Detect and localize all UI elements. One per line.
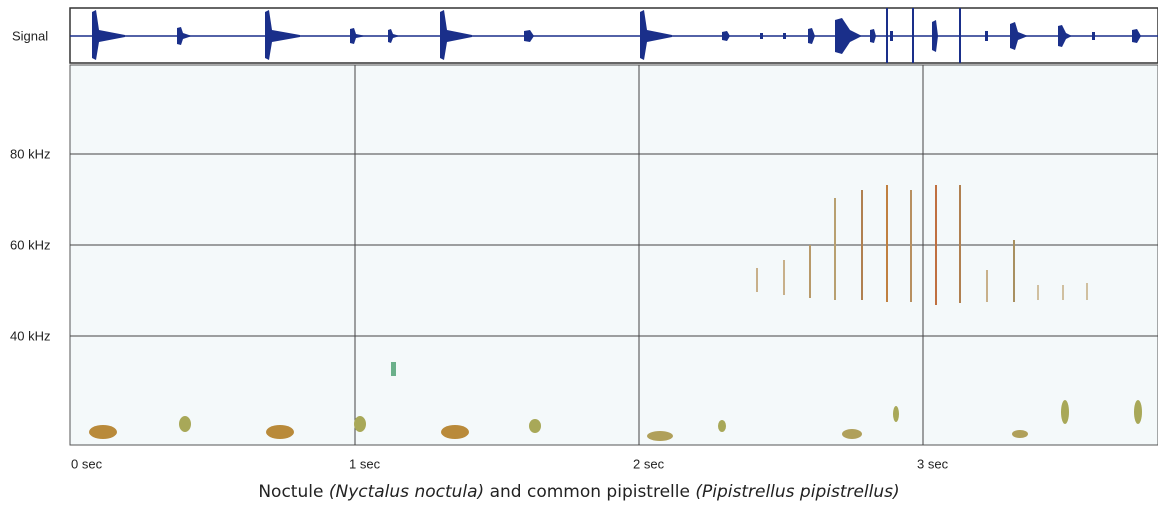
x-label: 1 sec [349, 456, 381, 471]
signal-markers [886, 8, 961, 63]
spectrogram-panel [69, 64, 1158, 446]
signal-waveform [92, 10, 1141, 60]
pipistrelle-calls [756, 185, 1088, 305]
signal-label: Signal [12, 28, 48, 43]
caption-species: (Pipistrellus pipistrellus) [695, 482, 900, 502]
spectrogram-view: Signal 80 kHz 60 kHz [10, 7, 1158, 471]
y-label: 40 kHz [10, 328, 50, 343]
call-blobs [89, 362, 1142, 441]
x-label: 3 sec [917, 456, 949, 471]
x-label: 2 sec [633, 456, 665, 471]
y-label: 60 kHz [10, 237, 50, 252]
y-label: 80 kHz [10, 146, 50, 161]
grid [70, 65, 1158, 445]
x-label: 0 sec [71, 456, 103, 471]
caption: Noctule (Nyctalus noctula) and common pi… [0, 482, 1158, 502]
caption-text: Noctule [258, 482, 329, 502]
caption-species: (Nyctalus noctula) [328, 482, 485, 502]
caption-text: and common pipistrelle [484, 482, 696, 502]
